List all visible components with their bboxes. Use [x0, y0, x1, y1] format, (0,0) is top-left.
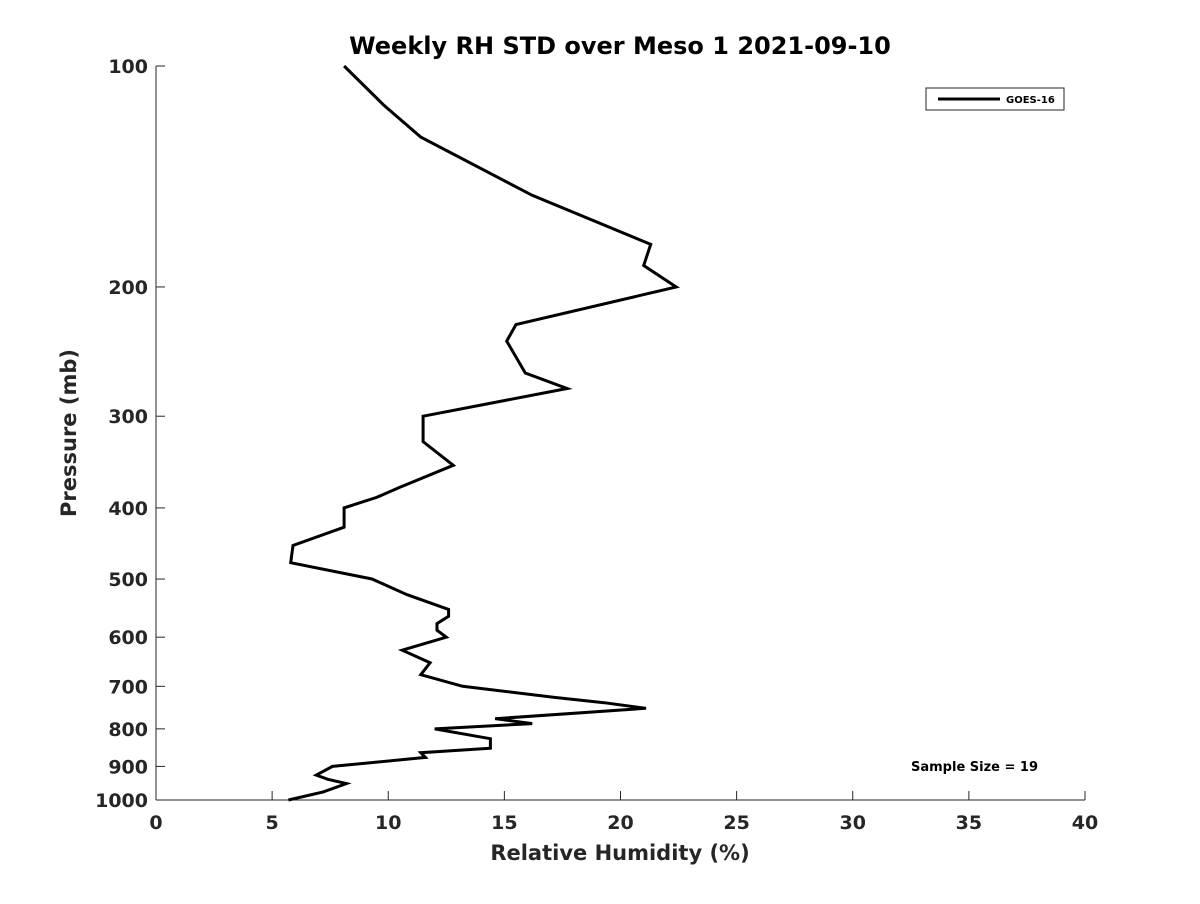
x-tick-label: 0 — [149, 812, 162, 834]
series-line-goes-16 — [288, 64, 680, 802]
y-axis-label: Pressure (mb) — [57, 349, 81, 517]
x-tick-label: 25 — [723, 812, 749, 834]
x-tick-label: 15 — [491, 812, 517, 834]
y-tick-label: 600 — [108, 627, 148, 649]
y-tick-label: 100 — [108, 56, 148, 78]
y-tick-label: 1000 — [95, 790, 148, 812]
x-ticks-group: 0 5 10 15 20 25 30 35 40 — [149, 791, 1098, 834]
sample-size-annotation: Sample Size = 19 — [911, 760, 1038, 775]
x-tick-label: 5 — [266, 812, 279, 834]
legend-label: GOES-16 — [1006, 95, 1055, 106]
series-layer — [288, 64, 680, 802]
x-tick-label: 10 — [375, 812, 401, 834]
y-tick-label: 800 — [108, 719, 148, 741]
x-axis-label: Relative Humidity (%) — [490, 841, 749, 865]
x-tick-label: 40 — [1072, 812, 1098, 834]
y-tick-label: 200 — [108, 277, 148, 299]
y-tick-label: 700 — [108, 676, 148, 698]
y-tick-label: 900 — [108, 756, 148, 778]
y-tick-label: 300 — [108, 406, 148, 428]
y-tick-label: 400 — [108, 498, 148, 520]
chart-title: Weekly RH STD over Meso 1 2021-09-10 — [349, 32, 891, 60]
y-tick-label: 500 — [108, 569, 148, 591]
legend: GOES-16 — [925, 87, 1065, 111]
x-tick-label: 35 — [956, 812, 982, 834]
x-tick-label: 30 — [840, 812, 866, 834]
y-ticks-group: 100 200 300 400 500 600 700 800 900 1000 — [95, 56, 165, 812]
x-tick-label: 20 — [607, 812, 633, 834]
